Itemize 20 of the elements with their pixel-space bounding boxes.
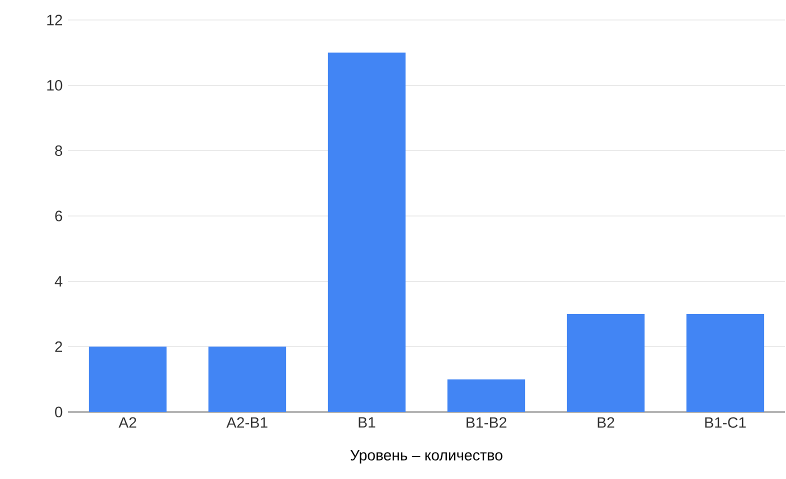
- bar: [566, 314, 645, 412]
- y-tick-label: 2: [55, 341, 62, 352]
- x-tick-label: A2: [118, 417, 136, 428]
- x-tick-label: A2-B1: [226, 417, 268, 428]
- y-tick-label: 4: [54, 276, 62, 286]
- y-tick-label: 8: [55, 145, 62, 156]
- bar: [88, 346, 167, 412]
- y-tick-label: 0: [55, 406, 62, 418]
- y-tick-label: 12: [47, 14, 62, 26]
- bar: [208, 346, 286, 412]
- x-tick-label: B1: [358, 417, 376, 428]
- x-tick-label: B1-C1: [705, 417, 746, 428]
- y-tick-label: 10: [47, 80, 62, 91]
- x-tick-label: B2: [598, 417, 614, 428]
- bar: [686, 314, 764, 412]
- x-axis-title: Уровень – количество: [350, 450, 502, 464]
- x-tick-label: B1-B2: [466, 417, 506, 428]
- bar: [447, 379, 526, 412]
- y-tick-label: 6: [55, 210, 62, 222]
- bar: [328, 52, 406, 412]
